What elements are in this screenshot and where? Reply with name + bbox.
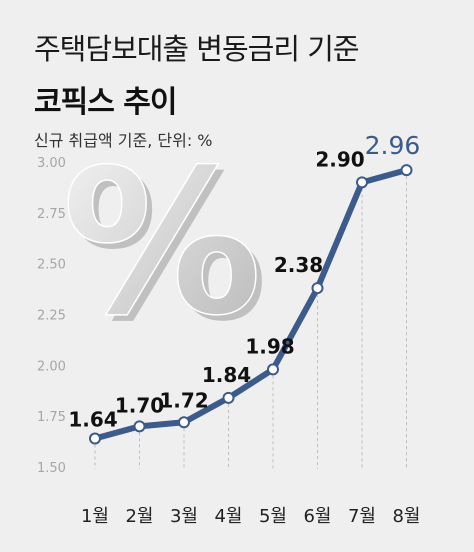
data-point <box>89 432 101 445</box>
y-tick-label: 3.00 <box>37 156 66 171</box>
y-tick-label: 2.75 <box>37 207 66 222</box>
data-label: 2.96 <box>365 131 421 160</box>
data-label: 2.90 <box>315 147 364 171</box>
x-tick-label: 1월 <box>81 506 109 527</box>
x-tick-label: 5월 <box>259 506 287 527</box>
data-point <box>178 416 190 429</box>
data-point <box>133 420 146 433</box>
data-label: 1.84 <box>202 363 251 387</box>
percent-decoration: % <box>62 127 262 360</box>
chart-title-emphasis: 코픽스 추이 <box>34 85 177 120</box>
x-tick-label: 3월 <box>170 506 198 527</box>
x-tick-label: 6월 <box>303 506 331 527</box>
data-point <box>356 176 368 189</box>
data-point <box>267 363 279 376</box>
data-label: 1.64 <box>68 408 117 432</box>
chart-subtitle: 신규 취급액 기준, 단위: % <box>34 131 213 150</box>
data-label: 2.38 <box>274 253 323 277</box>
data-point <box>311 282 324 295</box>
x-tick-label: 2월 <box>125 506 153 527</box>
data-label: 1.70 <box>115 393 164 417</box>
data-point <box>222 391 235 404</box>
percent-decoration-shadow: % <box>68 133 268 366</box>
data-label: 1.98 <box>245 334 294 358</box>
x-tick-label: 4월 <box>214 506 242 527</box>
y-tick-label: 2.25 <box>37 309 66 324</box>
chart-title: 주택담보대출 변동금리 기준 <box>34 32 360 66</box>
series-line <box>92 167 410 442</box>
x-tick-label: 8월 <box>392 506 420 527</box>
y-tick-label: 2.00 <box>37 359 66 374</box>
data-point <box>400 164 413 177</box>
x-tick-label: 7월 <box>348 506 376 527</box>
y-tick-label: 2.50 <box>37 258 66 273</box>
data-label: 1.72 <box>159 388 208 412</box>
y-tick-label: 1.75 <box>37 410 66 425</box>
y-tick-label: 1.50 <box>37 461 66 476</box>
